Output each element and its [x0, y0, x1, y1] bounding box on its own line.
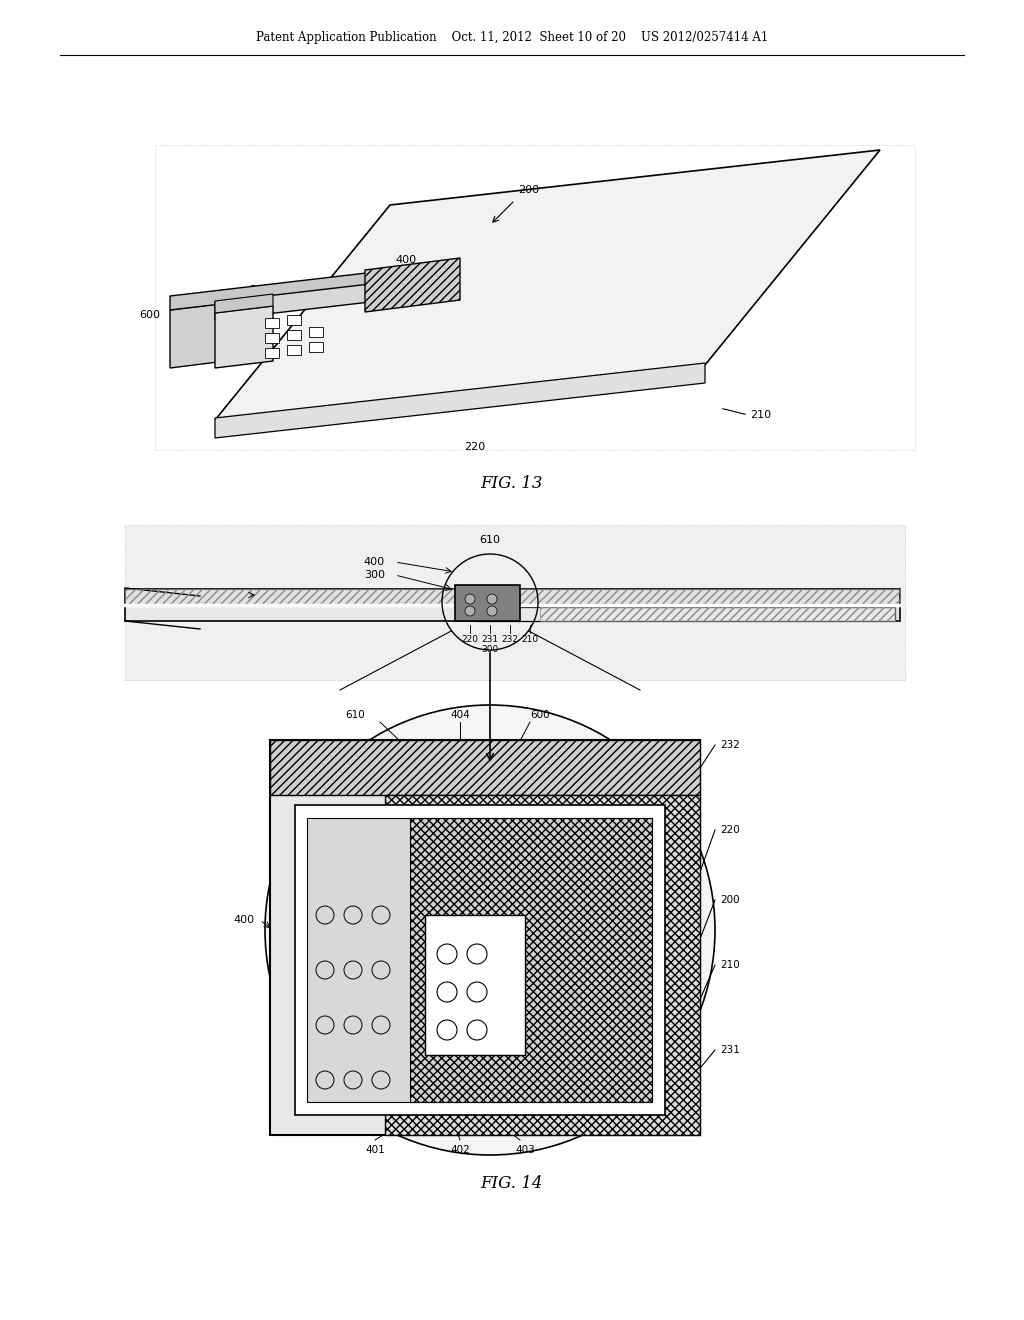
Polygon shape [215, 363, 705, 438]
Circle shape [465, 606, 475, 616]
Polygon shape [170, 304, 218, 368]
Text: 610: 610 [345, 710, 365, 719]
Polygon shape [365, 257, 460, 312]
Text: 402: 402 [451, 1144, 470, 1155]
Bar [287, 315, 301, 325]
Text: 210: 210 [521, 635, 539, 644]
Text: 232: 232 [720, 741, 740, 750]
Text: FIG. 14: FIG. 14 [480, 1175, 544, 1192]
Text: 400: 400 [233, 915, 255, 925]
Bar [265, 333, 279, 343]
Text: 600: 600 [530, 710, 550, 719]
FancyBboxPatch shape [270, 741, 700, 795]
Circle shape [487, 606, 497, 616]
Polygon shape [170, 272, 375, 310]
Text: 610: 610 [479, 535, 501, 545]
Text: 300: 300 [364, 570, 385, 579]
Polygon shape [215, 150, 880, 420]
FancyBboxPatch shape [410, 818, 652, 1102]
Text: 400: 400 [395, 255, 416, 265]
FancyBboxPatch shape [307, 818, 652, 1102]
Polygon shape [215, 284, 370, 319]
Text: 220: 220 [720, 825, 739, 836]
Text: 220: 220 [464, 442, 485, 451]
Polygon shape [215, 306, 273, 368]
Text: 300: 300 [481, 645, 499, 653]
Text: 600: 600 [219, 590, 240, 601]
FancyBboxPatch shape [475, 607, 895, 620]
Text: 404: 404 [451, 710, 470, 719]
FancyBboxPatch shape [295, 805, 665, 1115]
Text: 401: 401 [366, 1144, 385, 1155]
Text: FIG. 13: FIG. 13 [480, 475, 544, 492]
FancyBboxPatch shape [125, 605, 900, 620]
Text: 300: 300 [249, 285, 270, 294]
Text: 200: 200 [518, 185, 539, 195]
Polygon shape [215, 294, 273, 313]
Text: 232: 232 [502, 635, 518, 644]
Text: 231: 231 [481, 635, 499, 644]
Text: 210: 210 [750, 411, 771, 420]
FancyBboxPatch shape [270, 741, 700, 1135]
Text: 200: 200 [720, 895, 739, 906]
FancyBboxPatch shape [455, 585, 520, 620]
Text: 600: 600 [139, 310, 160, 319]
Circle shape [487, 594, 497, 605]
Circle shape [265, 705, 715, 1155]
FancyBboxPatch shape [125, 589, 900, 605]
Bar [287, 345, 301, 355]
Text: 210: 210 [720, 960, 739, 970]
Circle shape [465, 594, 475, 605]
FancyBboxPatch shape [125, 525, 905, 680]
Bar [265, 318, 279, 327]
Bar [265, 348, 279, 358]
FancyBboxPatch shape [385, 795, 700, 1135]
Bar [287, 330, 301, 341]
Bar [309, 342, 323, 352]
Bar [309, 327, 323, 337]
Text: 220: 220 [462, 635, 478, 644]
Text: Patent Application Publication    Oct. 11, 2012  Sheet 10 of 20    US 2012/02574: Patent Application Publication Oct. 11, … [256, 32, 768, 45]
FancyBboxPatch shape [425, 915, 525, 1055]
Text: 400: 400 [364, 557, 385, 568]
Text: 231: 231 [720, 1045, 740, 1055]
Text: 403: 403 [515, 1144, 535, 1155]
